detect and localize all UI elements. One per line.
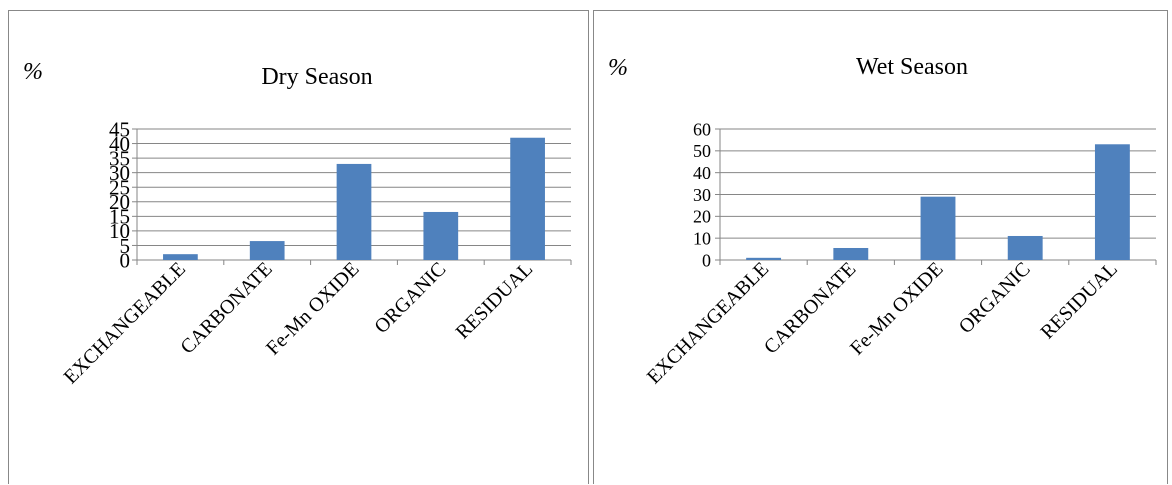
- y-tick-label: 50: [693, 141, 711, 161]
- bar-carbonate: [249, 241, 285, 260]
- y-tick-label: 10: [109, 219, 130, 243]
- y-tick-label: 25: [109, 176, 130, 200]
- y-tick-label: 10: [693, 228, 711, 248]
- wet-season-panel: % Wet Season 0 10 20 30 40 50 60 EXCHANGEABLE CARB…: [593, 10, 1168, 484]
- bar-exchangeable: [163, 254, 198, 260]
- chart-title: Dry Season: [261, 64, 372, 90]
- y-tick-label: 20: [693, 207, 711, 227]
- bar-exchangeable: [746, 257, 782, 260]
- bar-fe-mn-oxide: [920, 196, 956, 260]
- category-label: RESIDUAL: [452, 258, 537, 343]
- category-label: ORGANIC: [955, 258, 1035, 338]
- y-tick-label: 60: [693, 119, 711, 139]
- category-label: Fe-Mn OXIDE: [846, 258, 948, 360]
- dry-season-panel: % Dry Season 0 5 10 15 20 25 30 35 40 45 EXCHANGEABL…: [8, 10, 589, 484]
- category-label: ORGANIC: [370, 258, 450, 338]
- category-label: Fe-Mn OXIDE: [262, 258, 364, 360]
- y-tick-label: 45: [109, 117, 130, 141]
- y-tick-label: 35: [109, 146, 130, 170]
- y-tick-label: 40: [693, 163, 711, 183]
- chart-title: Wet Season: [856, 54, 968, 80]
- y-tick-label: 20: [109, 190, 130, 214]
- category-label: EXCHANGEABLE: [60, 258, 190, 388]
- y-tick-label: 30: [109, 161, 130, 185]
- category-label: EXCHANGEABLE: [643, 258, 773, 388]
- bar-carbonate: [833, 247, 869, 260]
- bar-organic: [423, 211, 459, 260]
- y-tick-label: 0: [702, 250, 711, 270]
- bar-fe-mn-oxide: [336, 163, 372, 260]
- wet-season-chart: % Wet Season0102030405060EXCHANGEABLECARB…: [608, 54, 1157, 388]
- bar-residual: [1094, 144, 1130, 260]
- unit-label: %: [23, 59, 43, 85]
- bar-organic: [1007, 235, 1043, 260]
- category-label: RESIDUAL: [1036, 258, 1121, 343]
- y-tick-label: 5: [120, 234, 131, 258]
- unit-label: %: [608, 55, 628, 81]
- y-tick-label: 30: [693, 185, 711, 205]
- y-tick-label: 0: [120, 248, 131, 272]
- y-tick-label: 15: [109, 205, 130, 229]
- bar-residual: [510, 137, 545, 260]
- y-tick-label: 40: [109, 132, 130, 156]
